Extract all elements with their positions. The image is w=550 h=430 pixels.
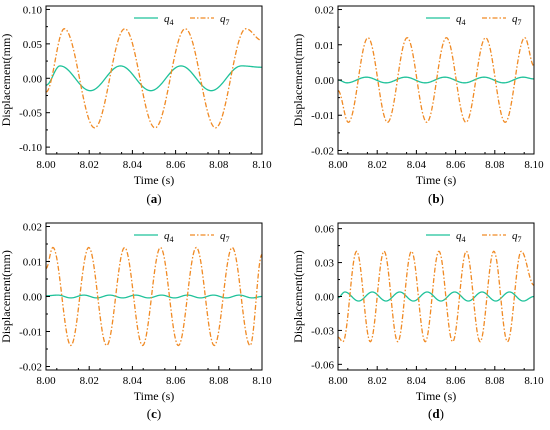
x-tick-label: 8.08 — [209, 375, 229, 387]
legend-label-q4: q4 — [164, 230, 174, 244]
legend-subscript: 7 — [518, 235, 522, 244]
panel-b: 8.00 8.02 8.04 8.06 8.08 8.10 -0.02 -0.01 0.00 0.… — [291, 5, 544, 206]
panel-caption: (a) — [146, 191, 161, 206]
panel-c: 8.00 8.02 8.04 8.06 8.08 8.10 -0.02 -0.01 0.00 0.… — [0, 222, 272, 422]
panel-a: 8.00 8.02 8.04 8.06 8.08 8.10 -0.10 -0.05 0.00 0.… — [0, 4, 272, 206]
legend-subscript: 7 — [518, 18, 522, 27]
legend-label-q4: q4 — [456, 13, 466, 27]
y-tick-label: -0.05 — [19, 108, 42, 120]
x-tick-label: 8.04 — [407, 375, 427, 387]
y-tick-label: 0.05 — [23, 39, 43, 51]
x-tick-label: 8.06 — [166, 159, 186, 171]
legend-subscript: 4 — [170, 235, 174, 244]
x-tick-label: 8.08 — [485, 375, 505, 387]
y-tick-label: 0.02 — [315, 5, 334, 17]
x-tick-label: 8.02 — [80, 159, 99, 171]
y-tick-label: -0.06 — [311, 359, 334, 371]
y-tick-label: 0.00 — [315, 292, 335, 304]
panel-d: 8.00 8.02 8.04 8.06 8.08 8.10 -0.06 -0.03 0.00 0.… — [291, 222, 544, 421]
legend-subscript: 4 — [462, 235, 466, 244]
series-line-q7 — [46, 28, 262, 129]
y-tick-label: -0.10 — [19, 142, 42, 154]
legend-subscript: 7 — [226, 18, 230, 27]
y-tick-label: -0.02 — [311, 145, 334, 157]
x-tick-label: 8.06 — [166, 375, 186, 387]
x-tick-label: 8.04 — [123, 159, 143, 171]
y-tick-label: 0.03 — [315, 258, 335, 270]
x-tick-label: 8.10 — [252, 375, 272, 387]
legend-label-q7: q7 — [512, 230, 522, 244]
legend-label-q7: q7 — [512, 13, 522, 27]
x-tick-label: 8.10 — [252, 159, 272, 171]
series-line-q7 — [46, 246, 262, 347]
y-tick-label: 0.06 — [315, 224, 335, 236]
x-axis-label: Time (s) — [416, 173, 457, 187]
y-tick-label: 0.01 — [315, 40, 334, 52]
x-axis-label: Time (s) — [134, 173, 175, 187]
legend-label-q7: q7 — [220, 230, 230, 244]
y-tick-label: -0.01 — [19, 327, 42, 339]
series-line-q4 — [46, 65, 262, 92]
x-tick-label: 8.02 — [368, 159, 387, 171]
legend-label-q4: q4 — [164, 13, 174, 27]
legend-subscript: 4 — [462, 18, 466, 27]
plot-frame — [45, 5, 263, 155]
x-tick-label: 8.10 — [524, 375, 544, 387]
x-tick-label: 8.04 — [407, 159, 427, 171]
y-tick-label: 0.00 — [23, 292, 43, 304]
x-tick-label: 8.06 — [446, 159, 466, 171]
series-line-q4 — [338, 76, 534, 84]
x-tick-label: 8.04 — [123, 375, 143, 387]
y-tick-label: 0.10 — [23, 4, 43, 16]
x-tick-label: 8.00 — [328, 159, 348, 171]
y-tick-label: 0.01 — [23, 257, 42, 269]
y-tick-label: -0.03 — [311, 325, 334, 337]
y-tick-label: 0.00 — [315, 75, 335, 87]
x-tick-label: 8.06 — [446, 375, 466, 387]
legend-label-q7: q7 — [220, 13, 230, 27]
y-axis-label: Displacement(mm) — [291, 34, 305, 127]
y-axis-label: Displacement(mm) — [0, 34, 13, 127]
series-line-q7 — [338, 250, 534, 343]
x-tick-label: 8.02 — [80, 375, 99, 387]
y-tick-label: -0.02 — [19, 362, 42, 374]
series-line-q4 — [338, 291, 534, 302]
plot-frame — [337, 222, 535, 371]
y-tick-label: 0.02 — [23, 222, 42, 234]
panel-caption: (d) — [428, 406, 444, 421]
x-tick-label: 8.00 — [328, 375, 348, 387]
x-tick-label: 8.00 — [36, 375, 56, 387]
legend-subscript: 4 — [170, 18, 174, 27]
x-axis-label: Time (s) — [416, 389, 457, 403]
x-axis-label: Time (s) — [134, 389, 175, 403]
x-tick-label: 8.00 — [36, 159, 56, 171]
y-axis-label: Displacement(mm) — [0, 250, 13, 343]
x-tick-label: 8.02 — [368, 375, 387, 387]
legend-label-q4: q4 — [456, 230, 466, 244]
x-tick-label: 8.08 — [209, 159, 229, 171]
x-tick-label: 8.08 — [485, 159, 505, 171]
legend-subscript: 7 — [226, 235, 230, 244]
panel-caption: (c) — [147, 406, 161, 421]
series-line-q4 — [46, 294, 262, 299]
y-tick-label: 0.00 — [23, 73, 43, 85]
panel-caption: (b) — [428, 191, 444, 206]
y-axis-label: Displacement(mm) — [291, 250, 305, 343]
x-tick-label: 8.10 — [524, 159, 544, 171]
y-tick-label: -0.01 — [311, 110, 334, 122]
